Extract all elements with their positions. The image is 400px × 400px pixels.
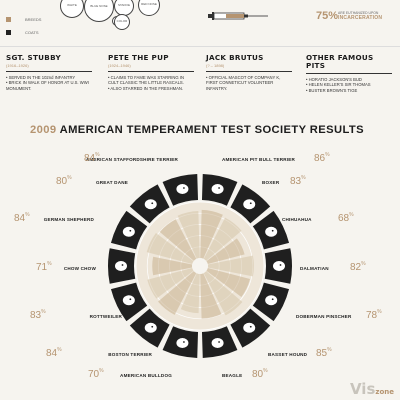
- syringe-icon: [208, 12, 268, 20]
- famous-pete: PETE THE PUP (1924–1946) • CLAIMS TO FAM…: [108, 53, 194, 91]
- dog-eye-icon: [271, 298, 274, 301]
- value-wedge: [146, 232, 194, 264]
- dog-eye-icon: [249, 202, 252, 205]
- dog-eye-icon: [183, 187, 185, 189]
- breed-percent: 83%: [30, 309, 46, 321]
- breed-label: BOXER: [262, 180, 280, 185]
- breed-label: GREAT DANE: [95, 180, 128, 185]
- breed-percent: 68%: [338, 212, 354, 224]
- breed-label: GERMAN SHEPHERD: [43, 217, 94, 222]
- dog-eye-icon: [218, 187, 220, 189]
- breed-percent: 83%: [290, 175, 306, 187]
- dog-head-icon: [273, 261, 285, 271]
- value-wedge: [207, 255, 254, 277]
- breed-percent: 85%: [316, 347, 332, 359]
- dog-head-icon: [122, 295, 135, 306]
- dog-eye-icon: [151, 325, 154, 328]
- dog-eye-icon: [183, 341, 185, 343]
- legend-label-coats: COATS: [25, 30, 39, 35]
- euthanized-stat: 75%: [316, 10, 339, 22]
- dog-head-icon: [211, 183, 224, 194]
- dog-head-icon: [211, 338, 224, 349]
- dog-head-icon: [176, 183, 189, 194]
- breed-label: CHOW CHOW: [63, 266, 96, 271]
- dog-eye-icon: [129, 298, 132, 301]
- radial-guide-ring: [135, 201, 265, 331]
- breed-percent: 80%: [252, 368, 268, 380]
- breed-label: BOSTON TERRIER: [108, 352, 152, 357]
- breed-percent: 86%: [314, 152, 330, 164]
- breed-label: ROTTWEILER: [89, 314, 122, 319]
- dog-eye-icon: [271, 229, 274, 232]
- coat-bubble: WHITE: [60, 0, 84, 18]
- dog-head-icon: [115, 261, 127, 271]
- breed-label: AMERICAN PIT BULL TERRIER: [222, 157, 296, 162]
- breed-percent: 71%: [36, 261, 52, 273]
- legend-swatch-breeds: [6, 17, 11, 22]
- breed-percent: 82%: [350, 261, 366, 273]
- value-wedge: [177, 210, 200, 259]
- breed-percent: 84%: [14, 212, 30, 224]
- breed-percent: 84%: [46, 347, 62, 359]
- dog-eye-icon: [129, 229, 132, 232]
- breed-label: DALMATIAN: [300, 266, 329, 271]
- breed-label: AMERICAN STAFFORDSHIRE TERRIER: [85, 157, 178, 162]
- chart-title: 2009 AMERICAN TEMPERAMENT TEST SOCIETY R…: [30, 124, 364, 136]
- legend-coats: COATS: [6, 30, 38, 35]
- breed-percent: 78%: [366, 309, 382, 321]
- coat-bubble: RED NOSE: [138, 0, 160, 16]
- watermark-logo: Viszone: [349, 380, 394, 398]
- dog-head-icon: [144, 199, 157, 210]
- famous-jack: JACK BRUTUS (? – 1898) • OFFICIAL MASCOT…: [206, 53, 292, 91]
- value-wedge: [152, 256, 193, 276]
- famous-others: OTHER FAMOUS PITS • HORATIO JACKSON'S BU…: [306, 53, 392, 93]
- euthanized-text: ARE EUTHANIZED UPON INCARCERATION: [338, 11, 383, 22]
- value-wedge: [200, 273, 222, 319]
- dog-eye-icon: [218, 341, 220, 343]
- breed-percent: 80%: [56, 175, 72, 187]
- breed-percent: 70%: [88, 368, 104, 380]
- value-wedge: [158, 271, 197, 315]
- breed-percent: 84%: [84, 152, 100, 164]
- dog-head-icon: [176, 338, 189, 349]
- dog-head-icon: [265, 295, 278, 306]
- legend-breeds: BREEDS: [6, 17, 41, 22]
- value-wedge: [203, 217, 242, 261]
- dog-head-icon: [243, 322, 256, 333]
- radial-core: [192, 258, 208, 274]
- breed-label: BEAGLE: [222, 373, 243, 378]
- breed-label: CHIHUAHUA: [282, 217, 312, 222]
- dog-eye-icon: [151, 202, 154, 205]
- section-divider: [0, 46, 400, 47]
- legend-label-breeds: BREEDS: [25, 17, 42, 22]
- value-wedge: [206, 238, 245, 264]
- breed-label: DOBERMAN PINSCHER: [296, 314, 352, 319]
- value-wedge: [203, 271, 243, 316]
- dog-head-icon: [144, 322, 157, 333]
- value-wedge: [206, 268, 251, 297]
- value-wedge: [200, 209, 223, 259]
- value-wedge: [147, 268, 194, 299]
- breed-label: AMERICAN BULLDOG: [120, 373, 172, 378]
- legend-swatch-coats: [6, 30, 11, 35]
- dog-eye-icon: [249, 325, 252, 328]
- famous-stubby: SGT. STUBBY (1916–1926) • SERVED IN THE …: [6, 53, 92, 91]
- dog-eye-icon: [279, 264, 282, 266]
- value-wedge: [159, 219, 197, 261]
- breed-label: BASSET HOUND: [268, 352, 308, 357]
- dog-head-icon: [122, 226, 135, 237]
- coat-bubble: COLOR: [114, 14, 130, 30]
- dog-eye-icon: [121, 264, 124, 266]
- value-wedge: [180, 273, 200, 314]
- dog-head-icon: [243, 199, 256, 210]
- dog-head-icon: [265, 226, 278, 237]
